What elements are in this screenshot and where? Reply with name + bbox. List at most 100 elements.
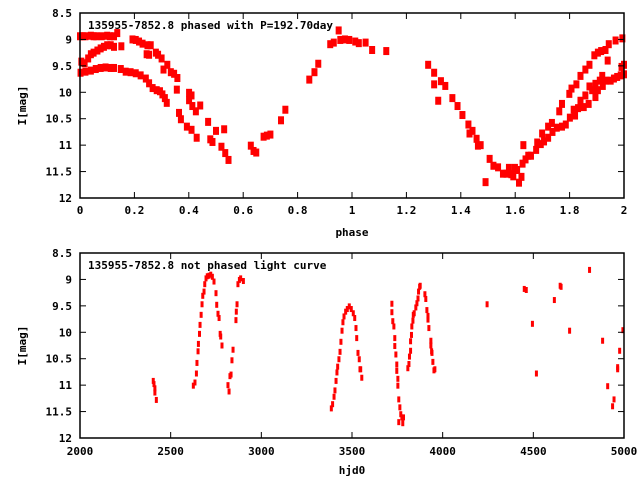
data-point [473, 134, 480, 143]
data-point [341, 35, 348, 44]
data-point [94, 46, 101, 55]
data-point [146, 79, 153, 88]
data-point [122, 67, 129, 76]
data-point [337, 356, 341, 363]
data-point [355, 335, 359, 342]
data-point [577, 71, 584, 80]
data-point [486, 154, 493, 163]
unphased-light-curve-plot: 2000 2500 3000 3500 4000 4500 5000 8.5 9 9.5 10 10.… [16, 247, 637, 477]
data-point [154, 396, 158, 403]
data-point [518, 172, 525, 181]
data-point [161, 94, 168, 103]
plot-border [79, 252, 625, 439]
data-point [495, 163, 502, 172]
data-point [164, 60, 171, 69]
y-tick-label: 8.5 [52, 247, 72, 260]
data-point [409, 338, 413, 345]
data-point [585, 99, 592, 108]
data-point [409, 331, 413, 338]
data-point [425, 307, 429, 314]
data-point [519, 159, 526, 168]
data-point [231, 346, 235, 353]
data-point [416, 295, 420, 302]
data-point [201, 292, 205, 299]
data-point [153, 86, 160, 95]
data-point [198, 321, 202, 328]
data-point [177, 115, 184, 124]
data-point [153, 389, 157, 396]
data-point [311, 68, 318, 77]
data-point [225, 155, 232, 164]
y-tick-label: 9.5 [52, 60, 72, 73]
data-point [183, 122, 190, 131]
x-tick-label: 4000 [429, 445, 456, 458]
data-point [197, 101, 204, 110]
data-point [524, 287, 528, 293]
data-point [338, 348, 342, 355]
data-point [81, 59, 88, 68]
data-point [114, 29, 121, 38]
data-point [417, 288, 421, 295]
data-point [346, 35, 353, 44]
y-tick-label: 12 [59, 192, 72, 205]
data-point [449, 94, 456, 103]
data-point [522, 285, 526, 292]
data-point [430, 349, 434, 356]
data-point [426, 316, 430, 323]
data-point [234, 308, 238, 315]
data-point [186, 96, 193, 105]
data-point [616, 366, 620, 373]
data-point [383, 47, 390, 56]
data-point [234, 317, 238, 324]
data-point [267, 130, 274, 139]
data-point [82, 32, 89, 41]
data-point [397, 396, 401, 403]
data-point [393, 335, 397, 342]
data-point [594, 48, 601, 57]
data-point [534, 370, 538, 377]
data-point [427, 325, 431, 332]
data-point [394, 351, 398, 358]
y-tick-label: 9 [65, 273, 72, 286]
data-point [152, 381, 156, 388]
x-tick-label: 0 [77, 204, 84, 217]
y-tick-label: 11.5 [46, 166, 73, 179]
data-point [85, 54, 92, 63]
data-point [485, 301, 489, 308]
data-point [163, 98, 170, 107]
data-point [539, 129, 546, 138]
data-point [433, 366, 437, 373]
data-point [333, 387, 337, 394]
data-point [340, 327, 344, 334]
data-point [514, 165, 521, 174]
data-point [393, 343, 397, 350]
data-point [353, 315, 357, 322]
x-tick-label: 1.6 [505, 204, 525, 217]
data-point [205, 273, 209, 280]
data-point [396, 375, 400, 382]
data-point [431, 80, 438, 89]
data-point [330, 38, 337, 47]
data-point [400, 414, 404, 421]
data-point [617, 71, 624, 80]
x-tick-label: 1.8 [560, 204, 580, 217]
data-point [149, 84, 156, 93]
data-point [221, 125, 228, 134]
data-point [407, 353, 411, 360]
x-axis-label: hjd0 [339, 464, 366, 477]
data-point [352, 37, 359, 46]
data-point [78, 57, 85, 66]
data-point [401, 414, 405, 421]
data-point [503, 169, 510, 178]
data-point [230, 357, 234, 364]
x-tick-label: 3000 [248, 445, 275, 458]
data-point [454, 102, 461, 111]
data-point [137, 71, 144, 80]
x-tick-label: 2 [621, 204, 628, 217]
data-point [207, 272, 211, 279]
data-point [306, 75, 313, 84]
data-point [459, 111, 466, 120]
data-point [390, 309, 394, 316]
data-point [398, 404, 402, 411]
data-point [219, 333, 223, 340]
